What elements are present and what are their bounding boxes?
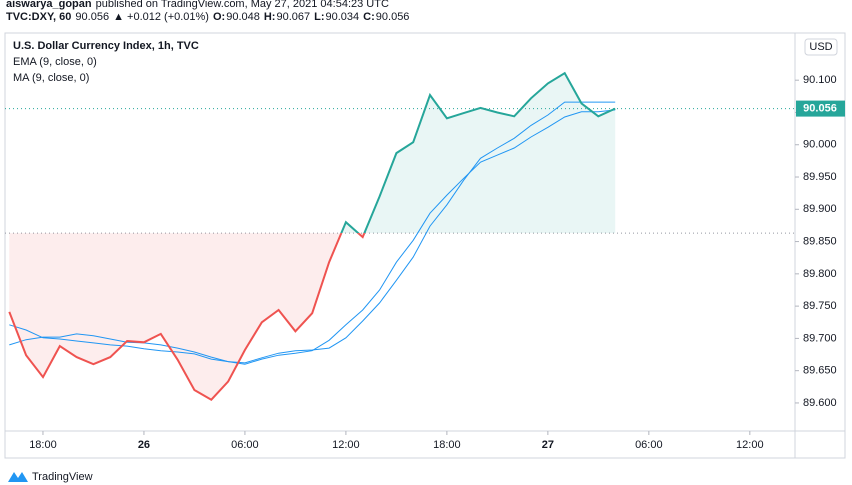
last-price-box xyxy=(796,100,845,117)
y-tick-label: 90.100 xyxy=(803,74,837,86)
area-down xyxy=(9,233,365,400)
header-item: H: xyxy=(264,11,276,23)
axes: 89.600 89.650 89.700 89.750 89.800 89.850 89.9… xyxy=(29,74,845,451)
x-tick-label: 18:00 xyxy=(433,439,461,451)
x-tick-label: 06:00 xyxy=(635,439,663,451)
header-item: C: xyxy=(363,11,375,23)
last-price-label: 90.056 xyxy=(803,102,837,114)
y-tick-label: 89.650 xyxy=(803,365,837,377)
price-line-up xyxy=(340,71,616,234)
x-tick-label: 26 xyxy=(138,439,150,451)
legend-entry: EMA (9, close, 0) xyxy=(13,56,97,68)
header-item: 90.056 xyxy=(75,11,109,23)
currency-box xyxy=(804,38,838,56)
legend: U.S. Dollar Currency Index, 1h, TVC EMA (… xyxy=(13,40,199,84)
chart-frame xyxy=(4,32,846,459)
footer-brand: TradingView xyxy=(32,471,93,483)
plot-area xyxy=(5,71,795,401)
price-line-down xyxy=(8,233,366,401)
symbol-info: TVC:DXY, 60 90.056 ▲ +0.012 (+0.01%) O: 90.0… xyxy=(6,11,409,23)
author: aiswarya_gopan xyxy=(6,0,92,10)
y-tick-label: 89.700 xyxy=(803,332,837,344)
footer-logo xyxy=(8,472,28,482)
y-tick-label: 89.900 xyxy=(803,203,837,215)
header-item: ▲ +0.012 (+0.01%) xyxy=(113,11,209,23)
legend-entry: U.S. Dollar Currency Index, 1h, TVC xyxy=(13,40,199,52)
indicator-line xyxy=(9,109,616,365)
y-tick-label: 89.850 xyxy=(803,235,837,247)
x-tick-label: 18:00 xyxy=(29,439,57,451)
header-item: TVC:DXY, 60 xyxy=(6,11,71,23)
header-item: O: xyxy=(213,11,225,23)
x-tick-label: 27 xyxy=(542,439,554,451)
currency: USD xyxy=(809,41,832,53)
published: published on TradingView.com, May 27, 20… xyxy=(96,0,389,10)
x-tick-label: 12:00 xyxy=(332,439,360,451)
header-item: 90.034 xyxy=(326,11,360,23)
y-tick-label: 89.950 xyxy=(803,171,837,183)
y-tick-label: 90.000 xyxy=(803,139,837,151)
header-item: 90.067 xyxy=(276,11,310,23)
x-tick-label: 12:00 xyxy=(736,439,764,451)
header-item: 90.056 xyxy=(376,11,410,23)
y-tick-label: 89.750 xyxy=(803,300,837,312)
y-tick-label: 89.800 xyxy=(803,268,837,280)
x-tick-label: 06:00 xyxy=(231,439,259,451)
header-item: L: xyxy=(314,11,324,23)
header-item: 90.048 xyxy=(226,11,260,23)
legend-entry: MA (9, close, 0) xyxy=(13,72,89,84)
indicator-line xyxy=(9,101,616,364)
y-tick-label: 89.600 xyxy=(803,397,837,409)
